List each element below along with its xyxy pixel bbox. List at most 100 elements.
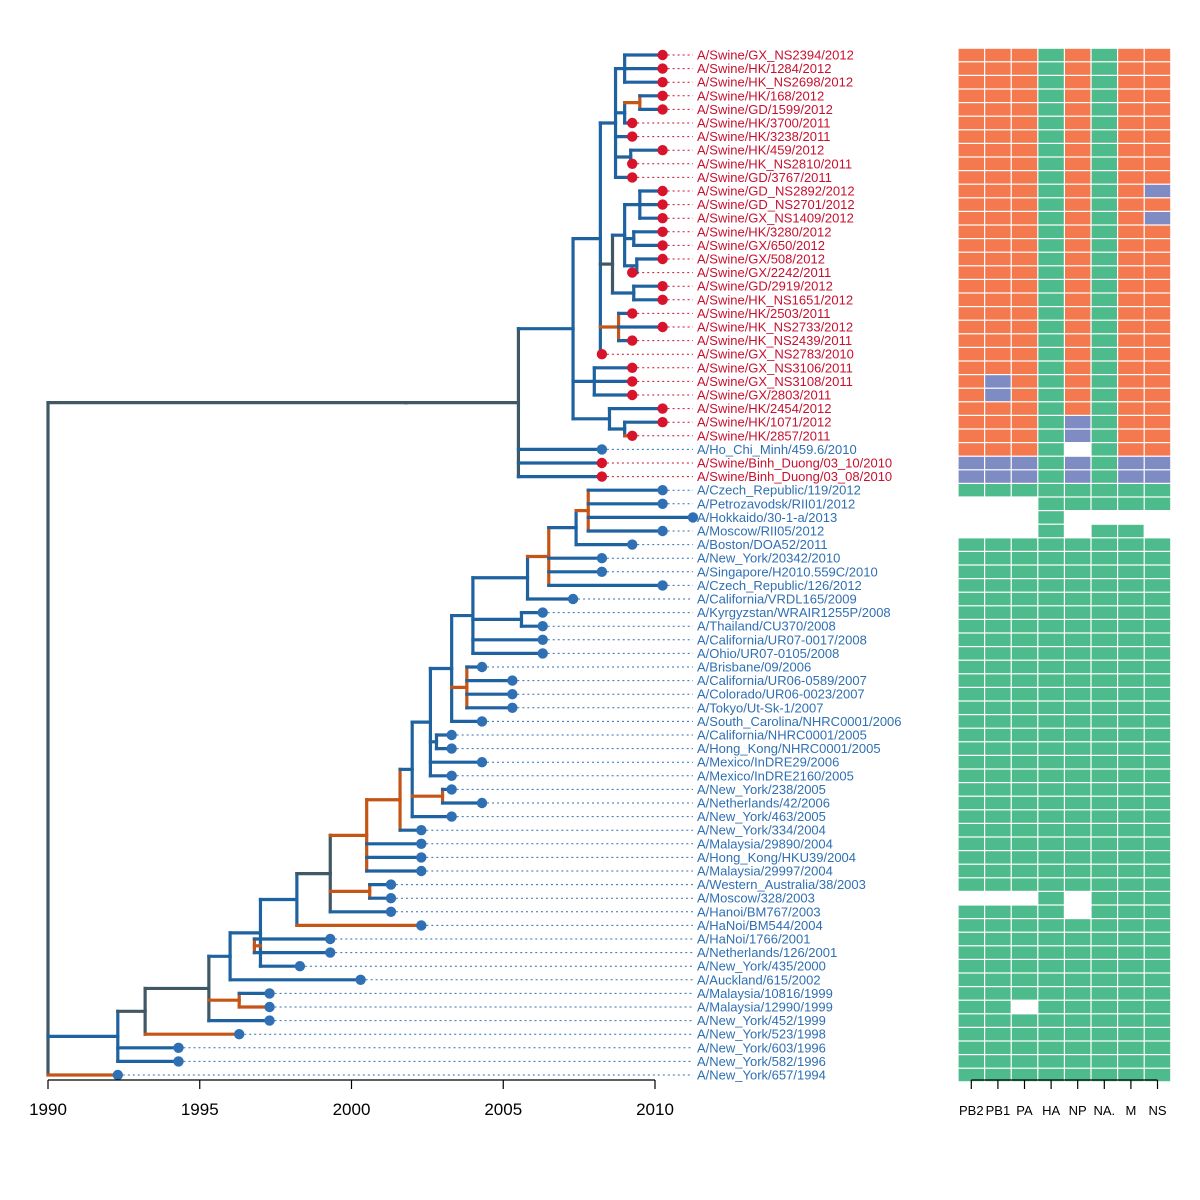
genotype-cell [1038, 919, 1064, 932]
human-tip-marker [537, 634, 548, 645]
genotype-cell [985, 429, 1011, 442]
genotype-cell [958, 579, 984, 592]
genotype-cell [1011, 660, 1038, 674]
genotype-cell [1091, 783, 1117, 796]
genotype-cell [1118, 837, 1144, 850]
genotype-cell [1091, 1041, 1117, 1054]
genotype-cell [1118, 1014, 1144, 1027]
taxon-label: A/Czech_Republic/126/2012 [697, 578, 862, 593]
genotype-cell [1144, 225, 1171, 238]
genotype-cell [1038, 552, 1064, 565]
x-tick-label: 2010 [636, 1100, 674, 1119]
genotype-cell [1091, 932, 1117, 946]
taxon-label: A/Swine/GX_NS3106/2011 [697, 360, 853, 375]
genotype-cell [1038, 388, 1064, 402]
genotype-cell [1144, 484, 1171, 497]
genotype-cell [1011, 633, 1038, 646]
genotype-cell [985, 1028, 1011, 1041]
genotype-cell [1065, 688, 1091, 701]
taxon-label: A/Swine/GX_NS3108/2011 [697, 374, 853, 389]
genotype-cell [1065, 552, 1091, 565]
genotype-cell [985, 225, 1011, 238]
genotype-cell [985, 674, 1011, 687]
genotype-cell [1144, 280, 1171, 293]
genotype-cell [1091, 307, 1117, 320]
genotype-cell [1038, 1014, 1064, 1027]
genotype-cell [985, 252, 1011, 266]
genotype-cell [958, 157, 984, 170]
genotype-cell [1144, 212, 1171, 225]
genotype-cell [1038, 116, 1064, 130]
genotype-cell [1011, 429, 1038, 442]
genotype-cell [1011, 756, 1038, 769]
genotype-cell [1038, 524, 1064, 538]
genotype-cell [1065, 810, 1091, 823]
genotype-cell [1038, 416, 1064, 429]
taxon-label: A/Moscow/328/2003 [697, 891, 815, 906]
genotype-cell [1065, 198, 1091, 211]
genotype-cell [1065, 851, 1091, 864]
genotype-cell [1144, 443, 1171, 456]
genotype-cell [985, 824, 1011, 837]
genotype-cell [1065, 701, 1091, 714]
genotype-cell [1118, 606, 1144, 619]
human-tip-marker [567, 593, 579, 605]
genotype-cell [1038, 660, 1064, 674]
genotype-cell [1065, 320, 1091, 334]
genotype-cell [985, 239, 1011, 252]
genotype-cell [1038, 783, 1064, 796]
genotype-cell [1144, 198, 1171, 211]
genotype-cell [1038, 266, 1064, 279]
genotype-cell [985, 184, 1011, 198]
genotype-cell [1065, 103, 1091, 116]
genotype-cell [1011, 157, 1038, 170]
genotype-cell [1118, 701, 1144, 714]
taxon-label: A/Swine/HK/2857/2011 [697, 428, 830, 443]
genotype-cell [1011, 198, 1038, 211]
genotype-cell [1065, 456, 1091, 470]
genotype-cell [1038, 592, 1064, 606]
genotype-cell [1118, 1055, 1144, 1068]
taxon-label: A/Swine/HK_NS2733/2012 [697, 320, 853, 335]
genotype-cell [1011, 579, 1038, 592]
genotype-cell [1011, 388, 1038, 402]
genotype-cell [1091, 280, 1117, 293]
genotype-cell [985, 89, 1011, 102]
human-tip-marker [325, 933, 336, 945]
genotype-cell [1011, 225, 1038, 238]
genotype-cell [1065, 674, 1091, 687]
genotype-cell [985, 416, 1011, 429]
genotype-cell [1144, 171, 1171, 184]
genotype-cell [1091, 239, 1117, 252]
genotype-cell [1144, 851, 1171, 864]
genotype-cell [1011, 171, 1038, 184]
genotype-cell [1091, 456, 1117, 470]
genotype-cell [1118, 810, 1144, 823]
genotype-cell [1091, 973, 1117, 986]
genotype-cell [1038, 742, 1064, 755]
human-tip-marker [446, 811, 457, 822]
genotype-cell [1011, 946, 1038, 959]
genotype-cell [985, 361, 1011, 374]
swine-tip-marker [657, 294, 668, 305]
swine-tip-marker [657, 417, 668, 428]
genotype-cell [985, 320, 1011, 334]
genotype-cell [1038, 647, 1064, 660]
genotype-cell [1118, 266, 1144, 279]
genotype-cell [958, 960, 984, 973]
genotype-cell [1118, 728, 1144, 742]
genotype-cell [958, 742, 984, 755]
genotype-cell [985, 1068, 1011, 1082]
taxon-label: A/Swine/GX/2242/2011 [697, 265, 831, 280]
genotype-cell [1091, 606, 1117, 619]
genotype-cell [1118, 157, 1144, 170]
genotype-cell [958, 728, 984, 742]
taxon-label: A/Swine/HK/459/2012 [697, 143, 824, 158]
genotype-cell [1118, 824, 1144, 837]
genotype-cell [1065, 864, 1091, 878]
genotype-cell [1091, 620, 1117, 633]
genotype-cell [1065, 130, 1091, 143]
human-tip-marker [385, 893, 397, 904]
genotype-cell [1065, 1000, 1091, 1014]
genotype-cell [985, 579, 1011, 592]
